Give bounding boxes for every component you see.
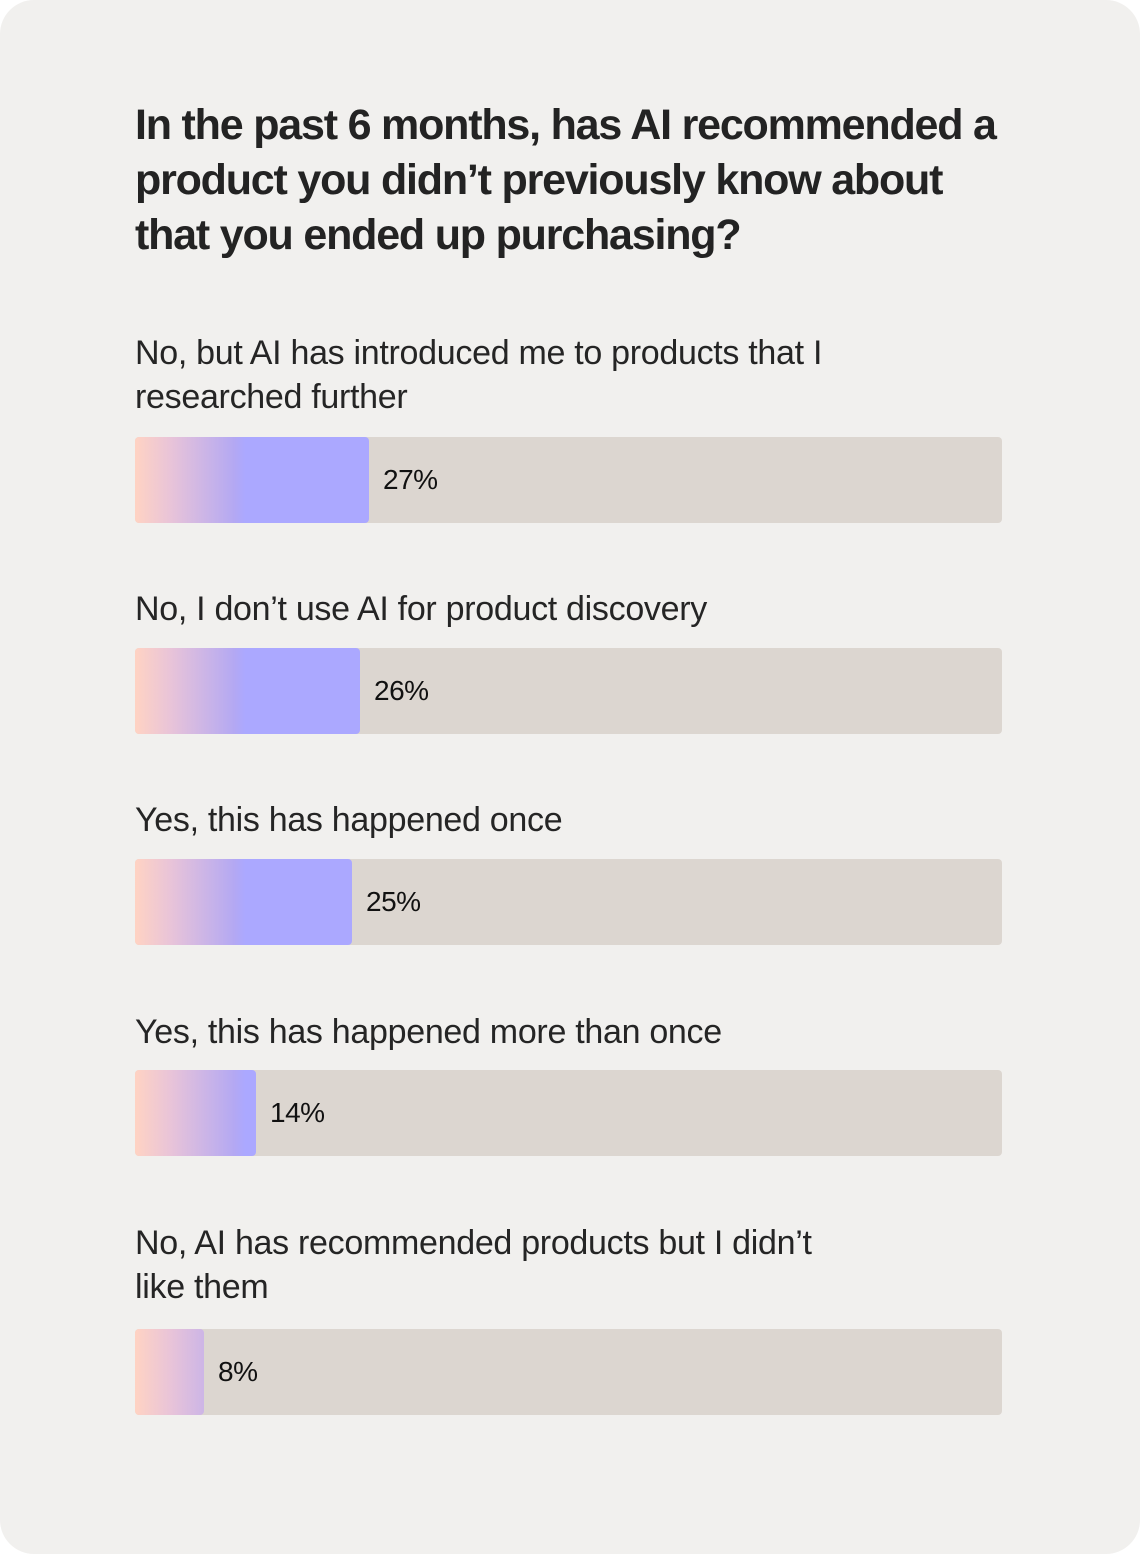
category-label: No, but AI has introduced me to products…	[135, 334, 823, 416]
bar-track: 8%	[135, 1329, 1002, 1415]
bar-value-label: 25%	[366, 886, 421, 917]
bar	[135, 1329, 204, 1415]
bar	[135, 648, 360, 734]
bar-value-label: 26%	[374, 675, 429, 706]
bar-value-label: 14%	[270, 1097, 325, 1128]
category-label: No, AI has recommended products but I di…	[135, 1224, 812, 1306]
bar-track: 25%	[135, 859, 1002, 945]
category-label: Yes, this has happened once	[135, 801, 563, 839]
bar	[135, 437, 369, 523]
bar	[135, 859, 352, 945]
bar	[135, 1070, 256, 1156]
bar-value-label: 8%	[218, 1356, 258, 1387]
bar-value-label: 27%	[383, 464, 438, 495]
chart-title: In the past 6 months, has AI recommended…	[135, 101, 997, 259]
bar-track: 26%	[135, 648, 1002, 734]
bar-track: 14%	[135, 1070, 1002, 1156]
category-label: Yes, this has happened more than once	[135, 1013, 722, 1051]
bar-track: 27%	[135, 437, 1002, 523]
category-label: No, I don’t use AI for product discovery	[135, 590, 707, 628]
